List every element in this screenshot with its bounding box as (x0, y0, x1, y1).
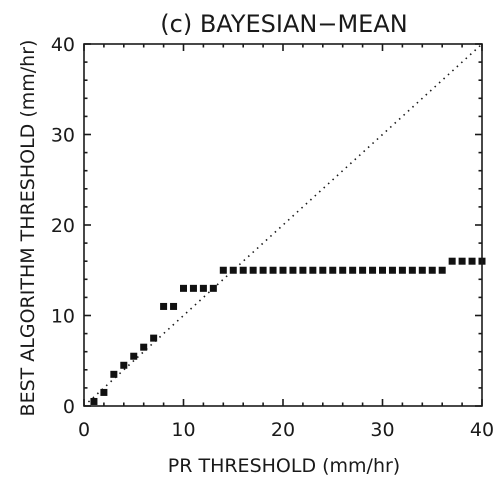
data-point (339, 266, 347, 274)
data-point (428, 266, 436, 274)
data-point (319, 266, 327, 274)
x-tick-label: 20 (271, 419, 295, 441)
y-tick-label: 20 (51, 215, 75, 237)
data-point (189, 284, 197, 292)
y-tick-label: 10 (51, 306, 75, 328)
plot-frame (83, 43, 483, 407)
data-point (408, 266, 416, 274)
data-point (259, 266, 267, 274)
data-point (239, 266, 247, 274)
data-point (249, 266, 257, 274)
data-point (170, 302, 178, 310)
x-axis-title: PR THRESHOLD (mm/hr) (168, 455, 400, 477)
x-tick-label: 10 (171, 419, 195, 441)
data-point (279, 266, 287, 274)
data-point (349, 266, 357, 274)
data-point (110, 370, 118, 378)
data-point (180, 284, 187, 292)
data-point (448, 257, 456, 265)
data-point (359, 266, 367, 274)
data-point (269, 266, 277, 274)
data-point (418, 266, 426, 274)
data-point (130, 352, 138, 360)
data-point (369, 266, 377, 274)
data-point (438, 266, 446, 274)
x-axis-ticks: 0 10 20 30 40 (78, 44, 494, 441)
x-tick-label: 0 (78, 419, 90, 441)
data-point (209, 284, 217, 292)
data-point (388, 266, 396, 274)
data-point (199, 284, 207, 292)
data-point (379, 266, 386, 274)
data-point (140, 343, 148, 351)
data-point (160, 302, 168, 310)
data-point (289, 266, 297, 274)
data-point (150, 334, 158, 342)
data-point (90, 397, 98, 405)
x-tick-label: 30 (370, 419, 394, 441)
x-tick-label: 40 (470, 419, 494, 441)
data-points (90, 257, 486, 405)
chart-title: (c) BAYESIAN−MEAN (160, 10, 407, 38)
y-tick-label: 40 (51, 34, 75, 56)
one-to-one-reference-line (83, 43, 483, 407)
data-point (100, 388, 108, 396)
data-point (329, 266, 337, 274)
data-point (219, 266, 227, 274)
data-point (229, 266, 237, 274)
data-point (299, 266, 307, 274)
y-axis-ticks: 0 10 20 30 40 (51, 34, 482, 418)
data-point (309, 266, 317, 274)
data-point (468, 257, 476, 265)
data-point (120, 361, 128, 369)
y-axis-title: BEST ALGORITHM THRESHOLD (mm/hr) (17, 40, 39, 417)
data-point (398, 266, 406, 274)
y-tick-label: 30 (51, 125, 75, 147)
y-tick-label: 0 (63, 396, 75, 418)
data-point (458, 257, 466, 265)
